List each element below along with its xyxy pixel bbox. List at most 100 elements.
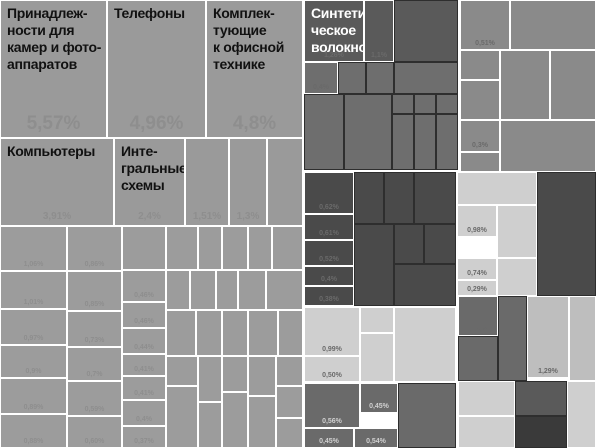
treemap-cell-value: 0,97% — [23, 335, 44, 342]
treemap-cell-filler — [458, 336, 498, 381]
treemap-cell-filler — [222, 310, 248, 356]
treemap-cell: 0,45% — [304, 428, 354, 448]
treemap-cell-value: 0,4% — [313, 84, 329, 91]
treemap-cell-filler — [354, 224, 394, 306]
treemap-cell-filler — [436, 114, 458, 170]
treemap-cell-filler — [567, 381, 596, 448]
treemap-cell-filler — [360, 333, 394, 382]
treemap-cell-filler — [222, 226, 248, 270]
treemap-cell-value: 0,38% — [319, 296, 339, 303]
treemap-cell-filler — [198, 356, 222, 402]
treemap-cell-filler — [366, 62, 394, 94]
treemap-cell-filler — [460, 152, 500, 172]
treemap-cell-filler — [338, 62, 366, 94]
treemap-cell-filler — [436, 94, 458, 114]
treemap-cell-value: 0,3% — [472, 142, 488, 149]
treemap-cell-value: 0,89% — [23, 404, 44, 411]
treemap-cell-filler — [267, 138, 303, 226]
treemap-cell-filler — [276, 356, 303, 386]
treemap-cell-value: 0,86% — [84, 261, 105, 268]
treemap-cell-filler — [248, 226, 272, 270]
treemap-cell-filler — [344, 94, 392, 170]
treemap-cell: 0,9% — [0, 345, 67, 378]
treemap-cell: Компьютеры 3,91% — [0, 138, 114, 226]
treemap-cell: 0,62% — [304, 172, 354, 214]
treemap-cell: 1,1% — [364, 0, 394, 62]
treemap-cell-value: 4,8% — [232, 113, 277, 134]
treemap-cell-filler — [537, 172, 596, 296]
treemap-cell-filler — [248, 310, 278, 356]
treemap-cell-filler — [166, 356, 198, 386]
treemap-cell-filler — [460, 80, 500, 120]
treemap-cell-value: 0,62% — [319, 204, 339, 211]
treemap-cell-filler — [354, 172, 384, 224]
treemap-cell-filler — [248, 396, 276, 448]
treemap-cell-label: Комплек-тующие к офисной технике — [213, 5, 285, 72]
treemap-cell-filler — [398, 383, 456, 448]
treemap-cell-filler — [515, 381, 567, 416]
treemap-cell: Комплек-тующие к офисной технике 4,8% — [206, 0, 303, 138]
treemap-cell-filler — [392, 94, 414, 114]
treemap-cell-filler — [266, 270, 303, 310]
treemap-cell-filler — [276, 418, 303, 448]
treemap-cell: 0,60% — [67, 416, 122, 448]
treemap-cell-filler — [414, 114, 436, 170]
treemap-cell: 0,54% — [354, 428, 398, 448]
treemap-cell: 0,46% — [122, 302, 166, 328]
treemap-cell-filler — [360, 307, 394, 333]
treemap-cell-value: 0,60% — [84, 438, 105, 445]
treemap-cell: 0,59% — [458, 296, 498, 336]
treemap-cell: 0,7% — [67, 347, 122, 381]
treemap-cell: 0,29% — [457, 280, 497, 296]
treemap-cell-filler — [166, 310, 196, 356]
treemap-cell-value: 0,88% — [23, 438, 44, 445]
treemap-cell-filler — [569, 296, 596, 381]
treemap-cell: 0,3% — [460, 120, 500, 152]
treemap-cell: Телефоны 4,96% — [107, 0, 206, 138]
treemap-cell-filler — [414, 172, 456, 224]
treemap-cell: 0,38% — [304, 286, 354, 306]
treemap-cell-value: 1,1% — [371, 52, 387, 59]
treemap-cell-value: 0,4% — [136, 416, 152, 423]
treemap-cell-filler — [304, 94, 344, 170]
treemap-cell-filler — [498, 296, 527, 381]
treemap-cell-filler — [166, 386, 198, 448]
treemap-cell-filler — [497, 258, 537, 296]
treemap-cell-filler — [497, 205, 537, 258]
treemap-cell-filler — [457, 172, 537, 205]
treemap-cell-filler — [510, 0, 596, 50]
treemap-cell-value: 0,56% — [322, 418, 342, 425]
treemap-cell-value: 0,41% — [134, 366, 154, 373]
treemap-cell-filler — [500, 120, 596, 172]
treemap-cell-value: 0,45% — [319, 438, 339, 445]
treemap-cell-value: 1,29% — [538, 368, 558, 375]
treemap-cell-value: 2,4% — [138, 211, 161, 222]
treemap-cell: 0,61% — [304, 214, 354, 240]
treemap-cell: 0,37% — [122, 426, 166, 448]
treemap-cell-value: 4,96% — [129, 113, 184, 134]
treemap-cell-value: 0,59% — [84, 406, 105, 413]
treemap-cell: 0,59% — [67, 381, 122, 416]
treemap-cell-filler — [196, 310, 222, 356]
treemap-cell: 0,41% — [122, 376, 166, 400]
treemap-cell-value: 1,3% — [236, 211, 260, 222]
treemap-cell-filler — [222, 392, 248, 448]
treemap-cell-filler — [166, 226, 198, 270]
treemap-cell: 0,73% — [67, 311, 122, 347]
treemap-cell-value: 0,98% — [467, 227, 487, 234]
treemap-cell-filler — [166, 270, 190, 310]
treemap-cell-filler — [392, 114, 414, 170]
treemap-cell-filler — [550, 50, 596, 120]
treemap-cell-value: 0,41% — [134, 390, 154, 397]
treemap-cell: 0,86% — [67, 226, 122, 271]
treemap-cell-label: Инте-гральные схемы — [121, 143, 185, 193]
treemap-cell-filler — [394, 0, 458, 62]
treemap-cell: 1,51% — [185, 138, 229, 226]
treemap-cell-value: 3,91% — [42, 211, 72, 222]
treemap-cell-filler — [122, 226, 166, 270]
treemap-cell-value: 0,52% — [319, 256, 339, 263]
treemap-cell-label: Компьютеры — [7, 143, 96, 159]
treemap-cell: 0,99% — [304, 307, 360, 356]
